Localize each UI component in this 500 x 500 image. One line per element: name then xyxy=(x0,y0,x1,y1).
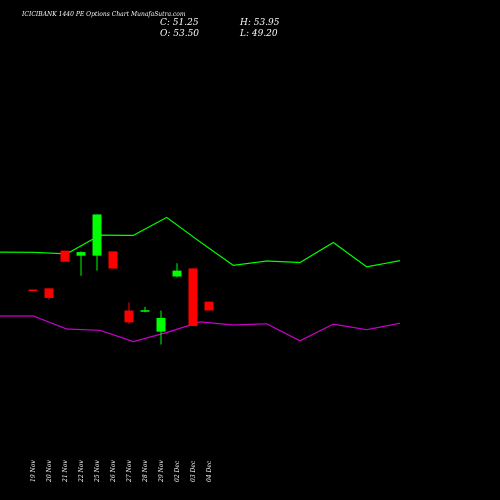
x-tick-label: 20 Nov xyxy=(46,460,53,483)
candle xyxy=(156,310,166,345)
candle-body xyxy=(140,310,150,312)
candle xyxy=(140,306,150,313)
magenta-series-layer xyxy=(0,315,401,343)
high-value: H: 53.95 xyxy=(239,18,280,28)
candle xyxy=(92,214,102,271)
candle-body xyxy=(156,317,166,332)
candle-body xyxy=(44,288,54,298)
candles-layer xyxy=(28,214,214,345)
x-tick-label: 22 Nov xyxy=(78,460,85,483)
x-tick-label: 27 Nov xyxy=(126,460,133,483)
x-tick-label: 25 Nov xyxy=(94,460,101,483)
candle-body xyxy=(60,250,70,262)
low-value: L: 49.20 xyxy=(239,29,278,39)
x-axis-tick-labels: 19 Nov 20 Nov 21 Nov 22 Nov 25 Nov 26 Nov 27 N… xyxy=(30,460,213,483)
candle-body xyxy=(28,289,38,292)
x-tick-label: 21 Nov xyxy=(62,460,69,483)
candle-body xyxy=(172,270,182,277)
x-tick-label: 03 Dec xyxy=(190,460,197,482)
candle xyxy=(204,301,214,311)
chart-title: ICICIBANK 1440 PE Options Chart MunafaSu… xyxy=(21,11,186,18)
candle-body xyxy=(76,252,86,256)
candle xyxy=(44,288,54,300)
x-tick-label: 02 Dec xyxy=(174,460,181,482)
candle xyxy=(124,302,134,324)
x-tick-label: 04 Dec xyxy=(206,460,213,482)
candle-body xyxy=(204,301,214,311)
x-tick-label: 28 Nov xyxy=(142,460,149,483)
open-value: O: 53.50 xyxy=(160,29,199,39)
close-value: C: 51.25 xyxy=(160,18,199,28)
x-tick-label: 19 Nov xyxy=(30,460,37,482)
candle xyxy=(188,268,198,327)
x-tick-label: 26 Nov xyxy=(110,460,117,483)
candle-body xyxy=(92,214,102,256)
candle xyxy=(28,289,38,292)
candle-body xyxy=(188,268,198,327)
candle xyxy=(60,250,70,262)
candle xyxy=(172,263,182,278)
candle-body xyxy=(108,251,118,269)
candle xyxy=(108,251,118,269)
candle xyxy=(76,251,86,276)
x-tick-label: 29 Nov xyxy=(158,460,165,483)
candle-body xyxy=(124,310,134,323)
